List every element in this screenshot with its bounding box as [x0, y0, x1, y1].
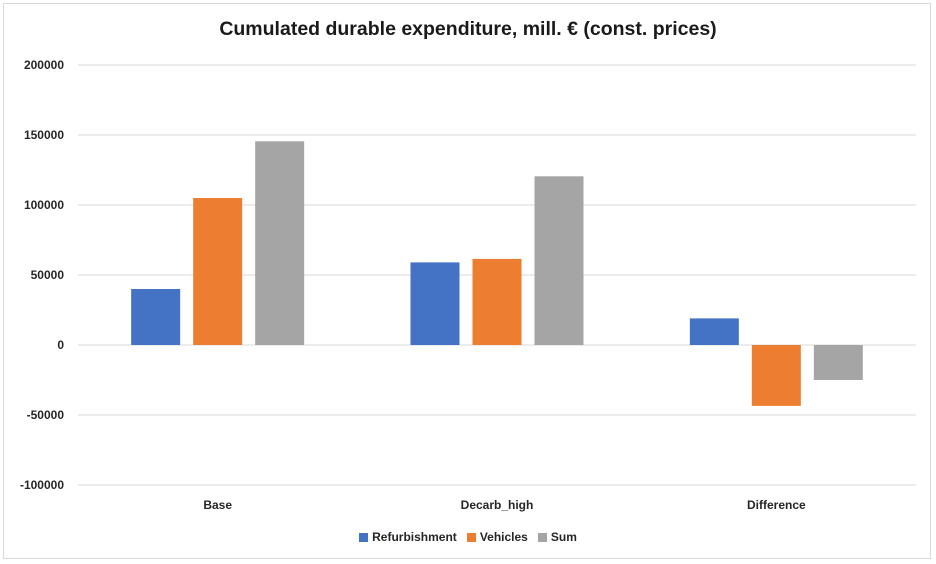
bar-vehicles-decarb_high: [472, 258, 522, 345]
bar-vehicles-difference: [751, 345, 801, 406]
bar-sum-decarb_high: [534, 176, 584, 345]
y-tick-label: 200000: [24, 58, 64, 72]
chart-frame: [3, 3, 931, 559]
y-tick-label: -100000: [20, 478, 64, 492]
bar-sum-base: [255, 141, 305, 345]
legend-swatch-vehicles: [466, 532, 476, 542]
legend: Refurbishment Vehicles Sum: [0, 530, 936, 544]
legend-label-vehicles: Vehicles: [479, 530, 528, 544]
x-tick-label: Difference: [747, 498, 806, 512]
y-tick-label: 0: [57, 338, 64, 352]
y-tick-label: 150000: [24, 128, 64, 142]
y-tick-label: -50000: [27, 408, 65, 422]
y-tick-label: 50000: [31, 268, 65, 282]
legend-swatch-refurbishment: [359, 532, 369, 542]
x-tick-label: Base: [203, 498, 232, 512]
bar-refurbishment-difference: [689, 318, 739, 345]
chart-title: Cumulated durable expenditure, mill. € (…: [219, 18, 717, 40]
bar-refurbishment-base: [131, 289, 181, 345]
legend-swatch-sum: [537, 532, 547, 542]
y-tick-label: 100000: [24, 198, 64, 212]
legend-item-sum: Sum: [537, 530, 577, 544]
legend-label-refurbishment: Refurbishment: [372, 530, 457, 544]
bar-sum-difference: [813, 345, 863, 380]
legend-item-refurbishment: Refurbishment: [359, 530, 457, 544]
bar-vehicles-base: [193, 198, 243, 345]
legend-label-sum: Sum: [550, 530, 577, 544]
bar-refurbishment-decarb_high: [410, 262, 460, 345]
legend-item-vehicles: Vehicles: [466, 530, 528, 544]
x-tick-label: Decarb_high: [461, 498, 534, 512]
